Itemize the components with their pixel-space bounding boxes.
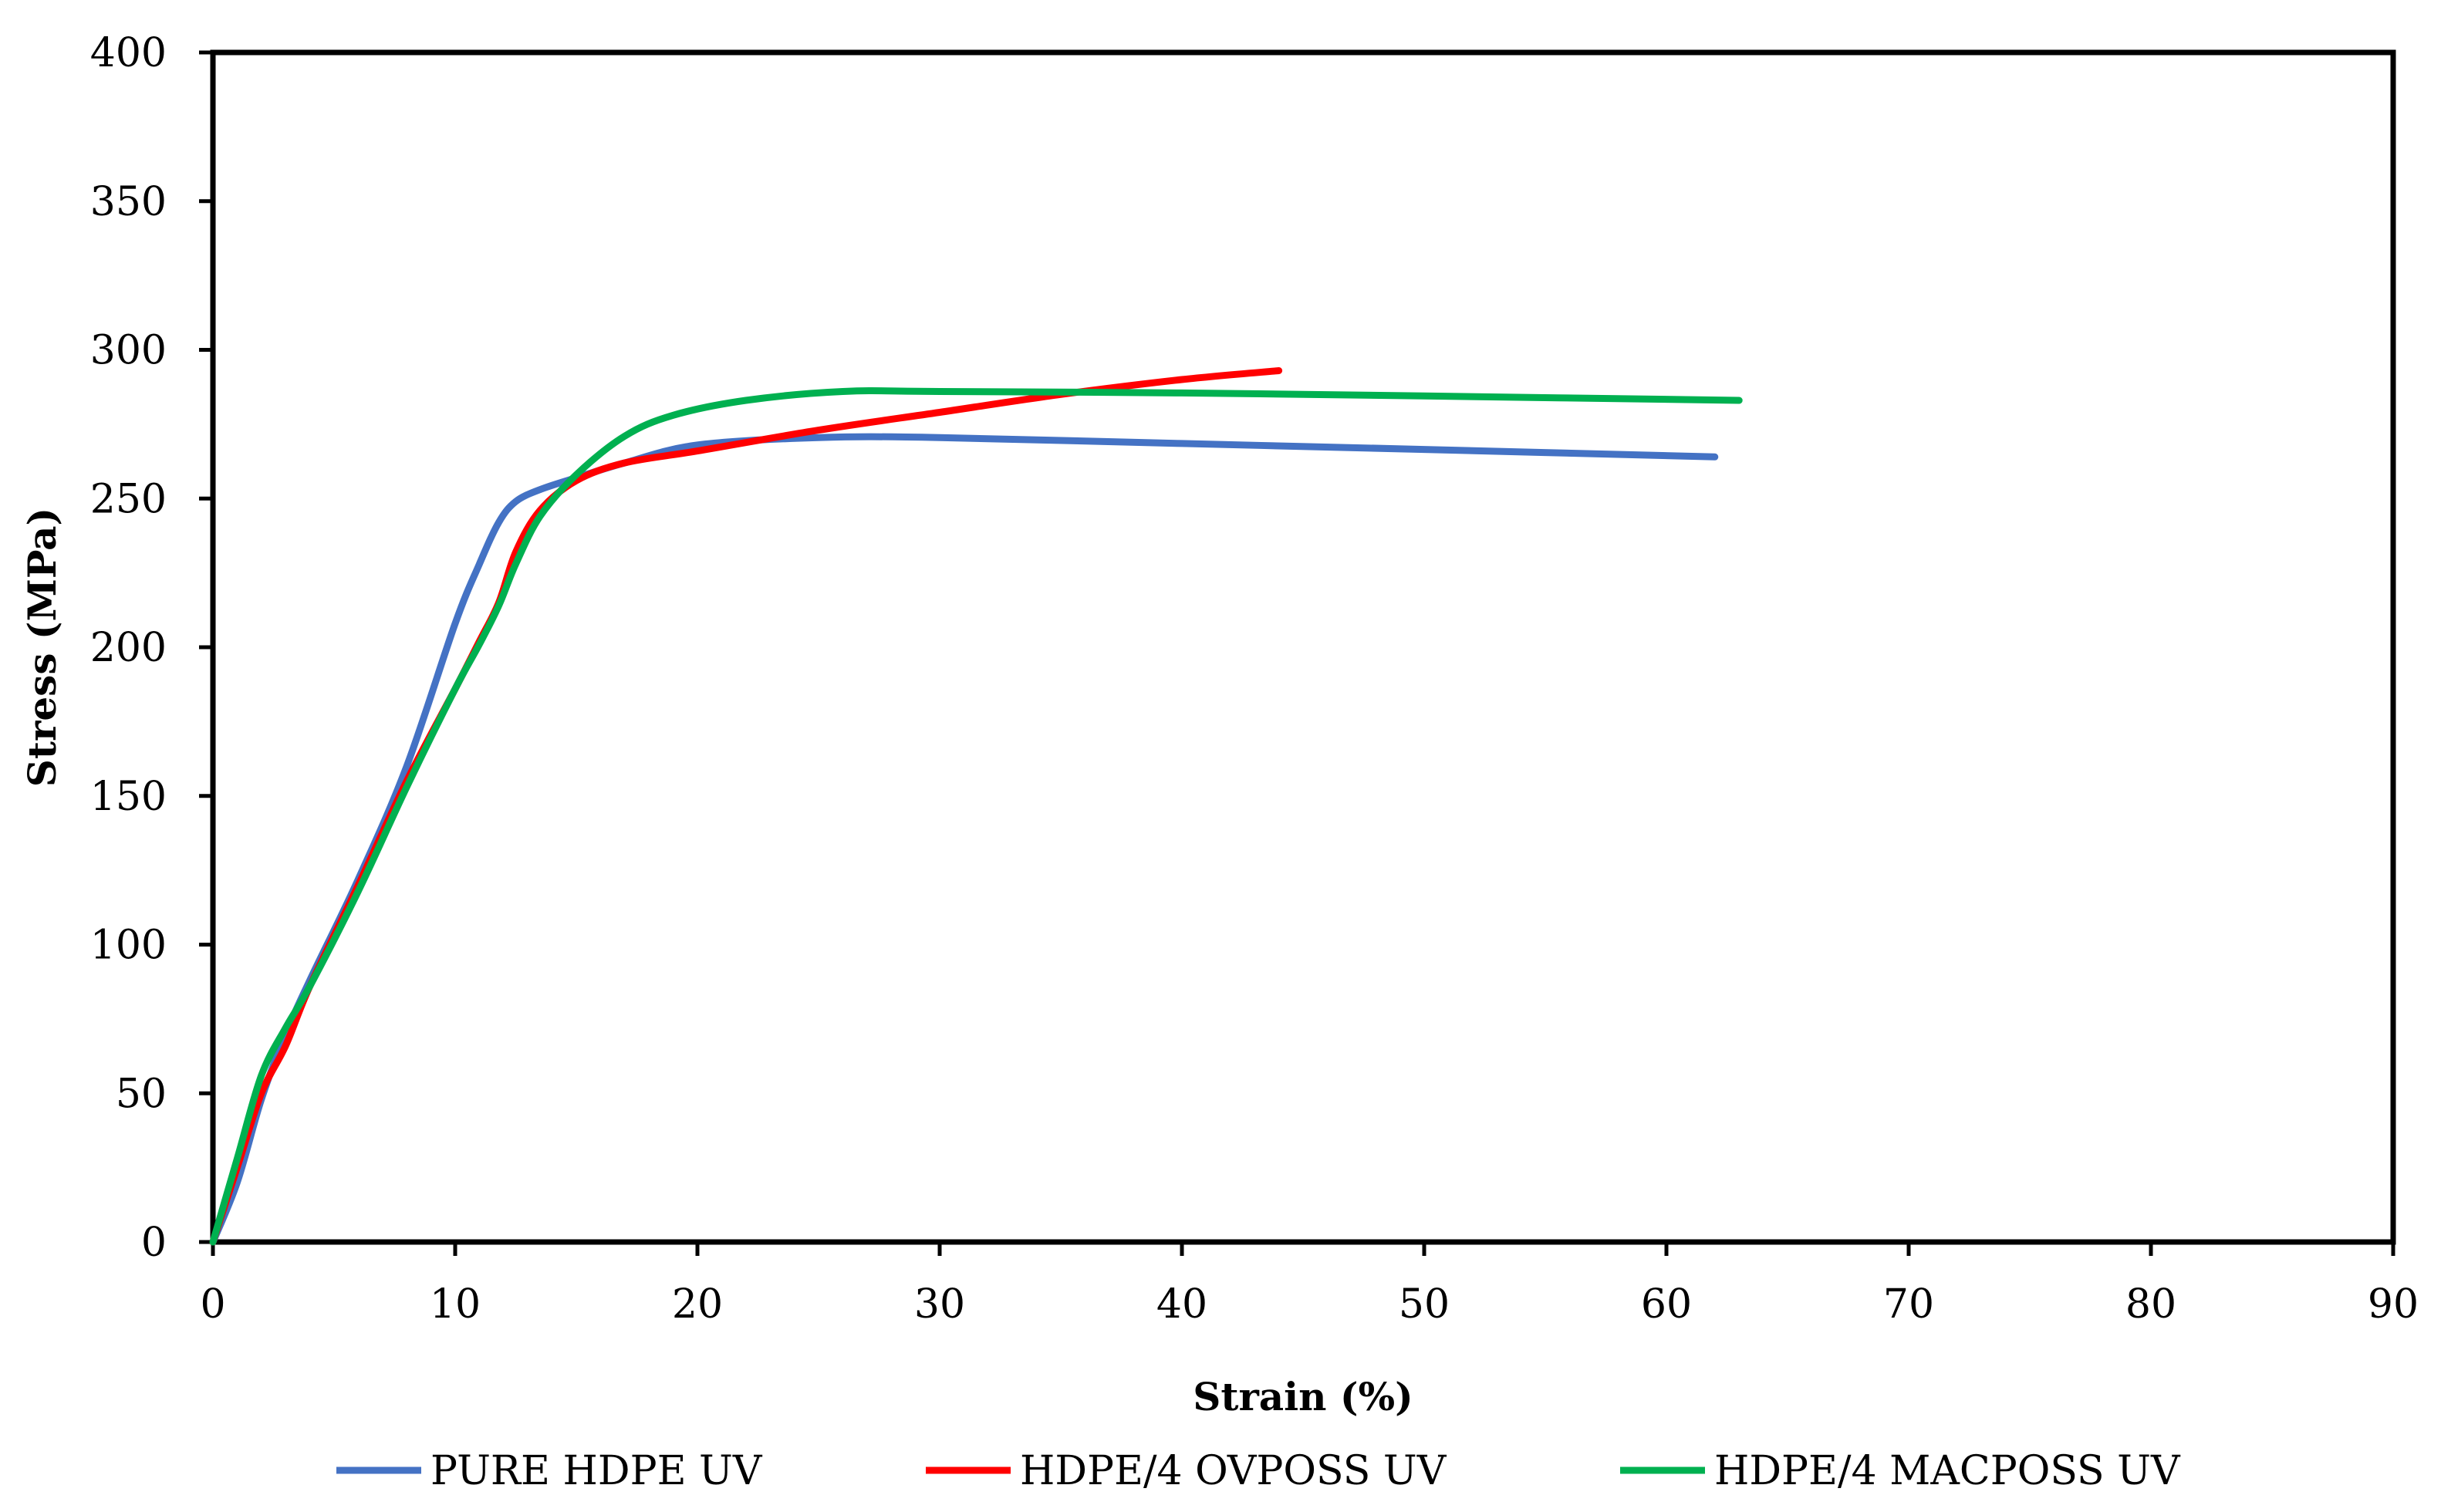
y-tick-label: 300 bbox=[90, 328, 167, 374]
series-line-hdpe-4-ovposs-uv bbox=[209, 367, 1283, 1246]
x-tick-label: 20 bbox=[672, 1281, 723, 1328]
x-axis: 0 10 20 30 40 50 60 70 80 90 bbox=[200, 1242, 2419, 1328]
x-tick-label: 40 bbox=[1156, 1281, 1207, 1328]
legend: PURE HDPE UV HDPE/4 OVPOSS UV HDPE/4 MACPO… bbox=[336, 1448, 2181, 1494]
x-tick-label: 70 bbox=[1883, 1281, 1934, 1328]
x-tick-label: 10 bbox=[430, 1281, 481, 1328]
y-tick-label: 50 bbox=[116, 1071, 167, 1117]
y-axis: 0 50 100 150 200 250 300 350 400 bbox=[90, 30, 213, 1266]
y-tick-label: 350 bbox=[90, 179, 167, 225]
x-tick-label: 60 bbox=[1641, 1281, 1692, 1328]
y-tick-label: 0 bbox=[141, 1220, 167, 1266]
x-tick-label: 50 bbox=[1399, 1281, 1450, 1328]
y-tick-label: 100 bbox=[90, 923, 167, 969]
series-line-pure-hdpe-uv bbox=[209, 433, 1719, 1246]
plot-area bbox=[210, 49, 2396, 1245]
series-line-hdpe-4-macposs-uv bbox=[209, 387, 1743, 1246]
y-tick-label: 200 bbox=[90, 625, 167, 671]
legend-label-pure-hdpe-uv: PURE HDPE UV bbox=[430, 1448, 763, 1494]
x-axis-title: Strain (%) bbox=[1193, 1374, 1413, 1419]
x-tick-label: 0 bbox=[200, 1281, 225, 1328]
x-tick-label: 80 bbox=[2125, 1281, 2176, 1328]
y-tick-label: 250 bbox=[90, 476, 167, 522]
y-tick-label: 400 bbox=[90, 30, 167, 76]
legend-label-hdpe-4-macposs-uv: HDPE/4 MACPOSS UV bbox=[1714, 1448, 2181, 1494]
y-axis-title: Stress (MPa) bbox=[19, 508, 65, 787]
series-group bbox=[209, 367, 1743, 1246]
x-tick-label: 90 bbox=[2368, 1281, 2419, 1328]
x-tick-label: 30 bbox=[914, 1281, 965, 1328]
legend-label-hdpe-4-ovposs-uv: HDPE/4 OVPOSS UV bbox=[1020, 1448, 1447, 1494]
y-tick-label: 150 bbox=[90, 774, 167, 820]
